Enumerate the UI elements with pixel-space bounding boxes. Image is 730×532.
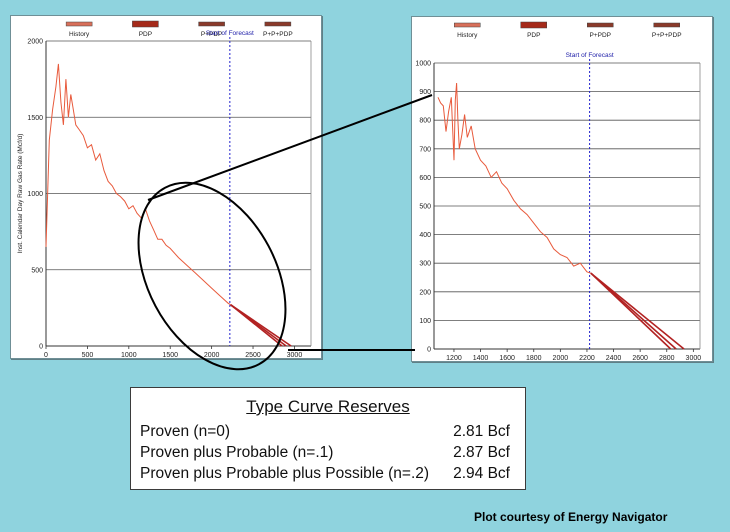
reserves-title: Type Curve Reserves bbox=[246, 397, 410, 416]
x-tick-label: 1800 bbox=[526, 355, 542, 361]
left-chart-panel: History PDP P+PDP P+P+PDP 0 500 1000 1500 2000 0 5… bbox=[10, 15, 322, 359]
y-tick-label: 400 bbox=[419, 232, 431, 239]
x-tick-label: 0 bbox=[44, 352, 48, 358]
legend-label: P+P+PDP bbox=[263, 31, 293, 38]
series-pppppdp-line bbox=[230, 304, 292, 347]
reserves-label: Proven plus Probable plus Possible (n=.2… bbox=[140, 465, 430, 482]
reserves-label: Proven (n=0) bbox=[140, 423, 231, 440]
reserves-table: Type Curve Reserves Proven (n=0) 2.81 Bc… bbox=[130, 387, 526, 490]
reserves-label: Proven plus Probable (n=.1) bbox=[140, 444, 334, 461]
y-tick-label: 200 bbox=[419, 289, 431, 296]
legend-swatch bbox=[264, 21, 292, 27]
series-history-line bbox=[45, 63, 231, 306]
x-tick-label: 1200 bbox=[446, 355, 462, 361]
y-tick-label: 700 bbox=[419, 146, 431, 153]
x-tick-label: 3000 bbox=[686, 355, 702, 361]
y-tick-label: 800 bbox=[419, 118, 431, 125]
legend-swatch bbox=[653, 22, 680, 28]
y-tick-label: 500 bbox=[419, 204, 431, 211]
right-chart-panel: History PDP P+PDP P+P+PDP 0 100 200 300 400 500 60… bbox=[411, 16, 713, 362]
x-tick-label: 1400 bbox=[473, 355, 489, 361]
reserves-value: 2.94 Bcf bbox=[453, 465, 510, 482]
series-pppppdp-line bbox=[590, 272, 685, 350]
right-chart: History PDP P+PDP P+P+PDP 0 100 200 300 400 500 60… bbox=[415, 21, 702, 361]
y-tick-label: 500 bbox=[31, 267, 43, 274]
x-tick-label: 2600 bbox=[632, 355, 648, 361]
forecast-label: Start of Forecast bbox=[206, 30, 254, 37]
y-tick-label: 0 bbox=[427, 347, 431, 354]
x-tick-label: 500 bbox=[82, 352, 94, 358]
legend-label: P+PDP bbox=[590, 32, 612, 39]
x-tick-label: 1000 bbox=[121, 352, 137, 358]
x-tick-label: 2800 bbox=[659, 355, 675, 361]
forecast-label: Start of Forecast bbox=[566, 52, 614, 59]
legend-label: History bbox=[457, 32, 478, 39]
series-history-line bbox=[437, 82, 592, 274]
legend-swatch bbox=[132, 20, 159, 28]
legend-swatch bbox=[454, 22, 481, 28]
legend-label: P+PDP bbox=[201, 31, 223, 38]
legend-label: PDP bbox=[139, 31, 152, 38]
x-tick-label: 2200 bbox=[579, 355, 595, 361]
reserves-value: 2.87 Bcf bbox=[453, 444, 510, 461]
y-tick-label: 300 bbox=[419, 261, 431, 268]
y-tick-label: 1500 bbox=[27, 115, 43, 122]
legend-swatch bbox=[65, 21, 93, 27]
x-tick-label: 1500 bbox=[162, 352, 178, 358]
y-tick-label: 900 bbox=[419, 89, 431, 96]
x-tick-label: 2000 bbox=[553, 355, 569, 361]
legend-label: P+P+PDP bbox=[652, 32, 682, 39]
x-tick-label: 1600 bbox=[499, 355, 515, 361]
x-tick-label: 2500 bbox=[245, 352, 261, 358]
left-chart: History PDP P+PDP P+P+PDP 0 500 1000 1500 2000 0 5… bbox=[17, 20, 312, 358]
credit-text: Plot courtesy of Energy Navigator bbox=[474, 510, 668, 524]
y-tick-label: 2000 bbox=[27, 39, 43, 46]
y-tick-label: 0 bbox=[39, 344, 43, 351]
series-pppdp-line bbox=[590, 272, 677, 350]
x-tick-label: 3000 bbox=[287, 352, 303, 358]
legend-swatch bbox=[587, 22, 614, 28]
x-tick-label: 2400 bbox=[606, 355, 622, 361]
legend-swatch bbox=[198, 21, 225, 27]
legend-label: History bbox=[69, 31, 90, 38]
y-tick-label: 600 bbox=[419, 175, 431, 182]
y-tick-label: 100 bbox=[419, 318, 431, 325]
legend-label: PDP bbox=[527, 32, 540, 39]
y-tick-label: 1000 bbox=[415, 61, 431, 68]
y-tick-label: 1000 bbox=[27, 191, 43, 198]
x-tick-label: 2000 bbox=[204, 352, 220, 358]
legend-swatch bbox=[520, 21, 547, 29]
y-axis-label: Inst. Calendar Day Raw Gas Rate (Mcf/d) bbox=[17, 134, 24, 254]
reserves-value: 2.81 Bcf bbox=[453, 423, 510, 440]
